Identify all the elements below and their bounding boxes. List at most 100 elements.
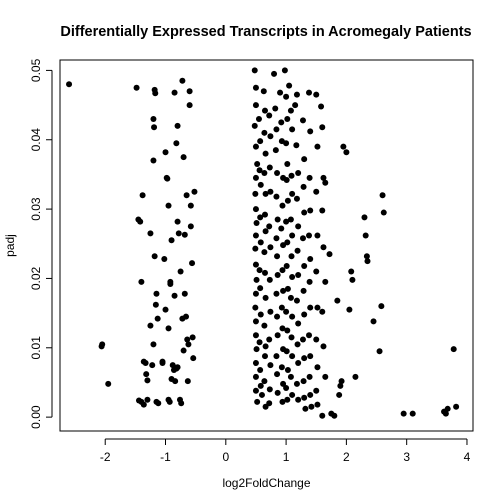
data-point (186, 88, 193, 95)
data-point (320, 174, 327, 181)
data-point (273, 126, 280, 133)
data-point (284, 396, 291, 403)
data-point (252, 387, 259, 394)
data-point (378, 303, 385, 310)
data-point (289, 126, 296, 133)
data-point (299, 336, 306, 343)
data-point (174, 364, 181, 371)
data-point (362, 232, 369, 239)
data-point (273, 290, 280, 297)
data-point (319, 412, 326, 419)
data-point (252, 102, 259, 109)
data-point (174, 122, 181, 129)
data-point (154, 315, 161, 322)
data-point (306, 89, 313, 96)
data-point (267, 188, 274, 195)
data-point (307, 353, 314, 360)
data-point (314, 232, 321, 239)
data-point (279, 325, 286, 332)
data-point (260, 88, 267, 95)
data-point (361, 214, 368, 221)
data-point (165, 325, 172, 332)
data-point (279, 202, 286, 209)
data-point (187, 202, 194, 209)
data-point (299, 117, 306, 124)
data-point (150, 341, 157, 348)
data-point (400, 410, 407, 417)
data-point (164, 175, 171, 182)
chart-title: Differentially Expressed Transcripts in … (60, 24, 471, 40)
data-point (190, 355, 197, 362)
data-point (267, 362, 274, 369)
data-point (278, 364, 285, 371)
data-point (284, 239, 291, 246)
data-point (289, 190, 296, 197)
data-point (257, 382, 264, 389)
data-point (294, 247, 301, 254)
data-point (168, 237, 175, 244)
data-point (273, 193, 280, 200)
data-point (313, 336, 320, 343)
data-point (300, 287, 307, 294)
data-point (150, 157, 157, 164)
data-point (66, 81, 73, 88)
data-point (180, 154, 187, 161)
data-point (272, 147, 279, 154)
data-point (187, 223, 194, 230)
data-point (363, 253, 370, 260)
data-point (370, 318, 377, 325)
data-point (287, 216, 294, 223)
data-point (149, 362, 156, 369)
data-point (302, 405, 309, 412)
data-point (256, 167, 263, 174)
data-point (261, 322, 268, 329)
data-point (306, 373, 313, 380)
data-point (306, 174, 313, 181)
data-point (337, 382, 344, 389)
data-point (274, 371, 281, 378)
data-point (255, 115, 262, 122)
data-point (284, 115, 291, 122)
data-point (293, 297, 300, 304)
data-point (256, 267, 263, 274)
data-point (184, 378, 191, 385)
data-point (284, 327, 291, 334)
data-point (152, 301, 159, 308)
data-point (292, 102, 299, 109)
data-point (287, 294, 294, 301)
data-point (364, 258, 371, 265)
data-point (278, 304, 285, 311)
data-point (300, 378, 307, 385)
x-tick-label: -1 (160, 450, 171, 464)
x-tick-label: -2 (100, 450, 111, 464)
data-point (274, 313, 281, 320)
data-point (257, 239, 264, 246)
data-point (409, 410, 416, 417)
data-point (266, 386, 273, 393)
data-point (261, 249, 268, 256)
data-point (320, 244, 327, 251)
data-point (273, 353, 280, 360)
data-point (314, 401, 321, 408)
data-point (289, 274, 296, 281)
data-point (273, 235, 280, 242)
data-point (278, 119, 285, 126)
data-point (301, 394, 308, 401)
data-point (252, 318, 259, 325)
data-point (320, 343, 327, 350)
data-point (352, 373, 359, 380)
data-point (155, 400, 162, 407)
data-point (178, 400, 185, 407)
data-point (180, 347, 187, 354)
y-tick-label: 0.02 (29, 266, 43, 290)
data-point (284, 161, 291, 168)
plot-frame (59, 59, 474, 432)
data-point (313, 91, 320, 98)
data-point (252, 84, 259, 91)
data-point (295, 320, 302, 327)
data-point (252, 190, 259, 197)
data-point (313, 268, 320, 275)
data-point (283, 262, 290, 269)
data-point (172, 378, 179, 385)
data-point (253, 276, 260, 283)
